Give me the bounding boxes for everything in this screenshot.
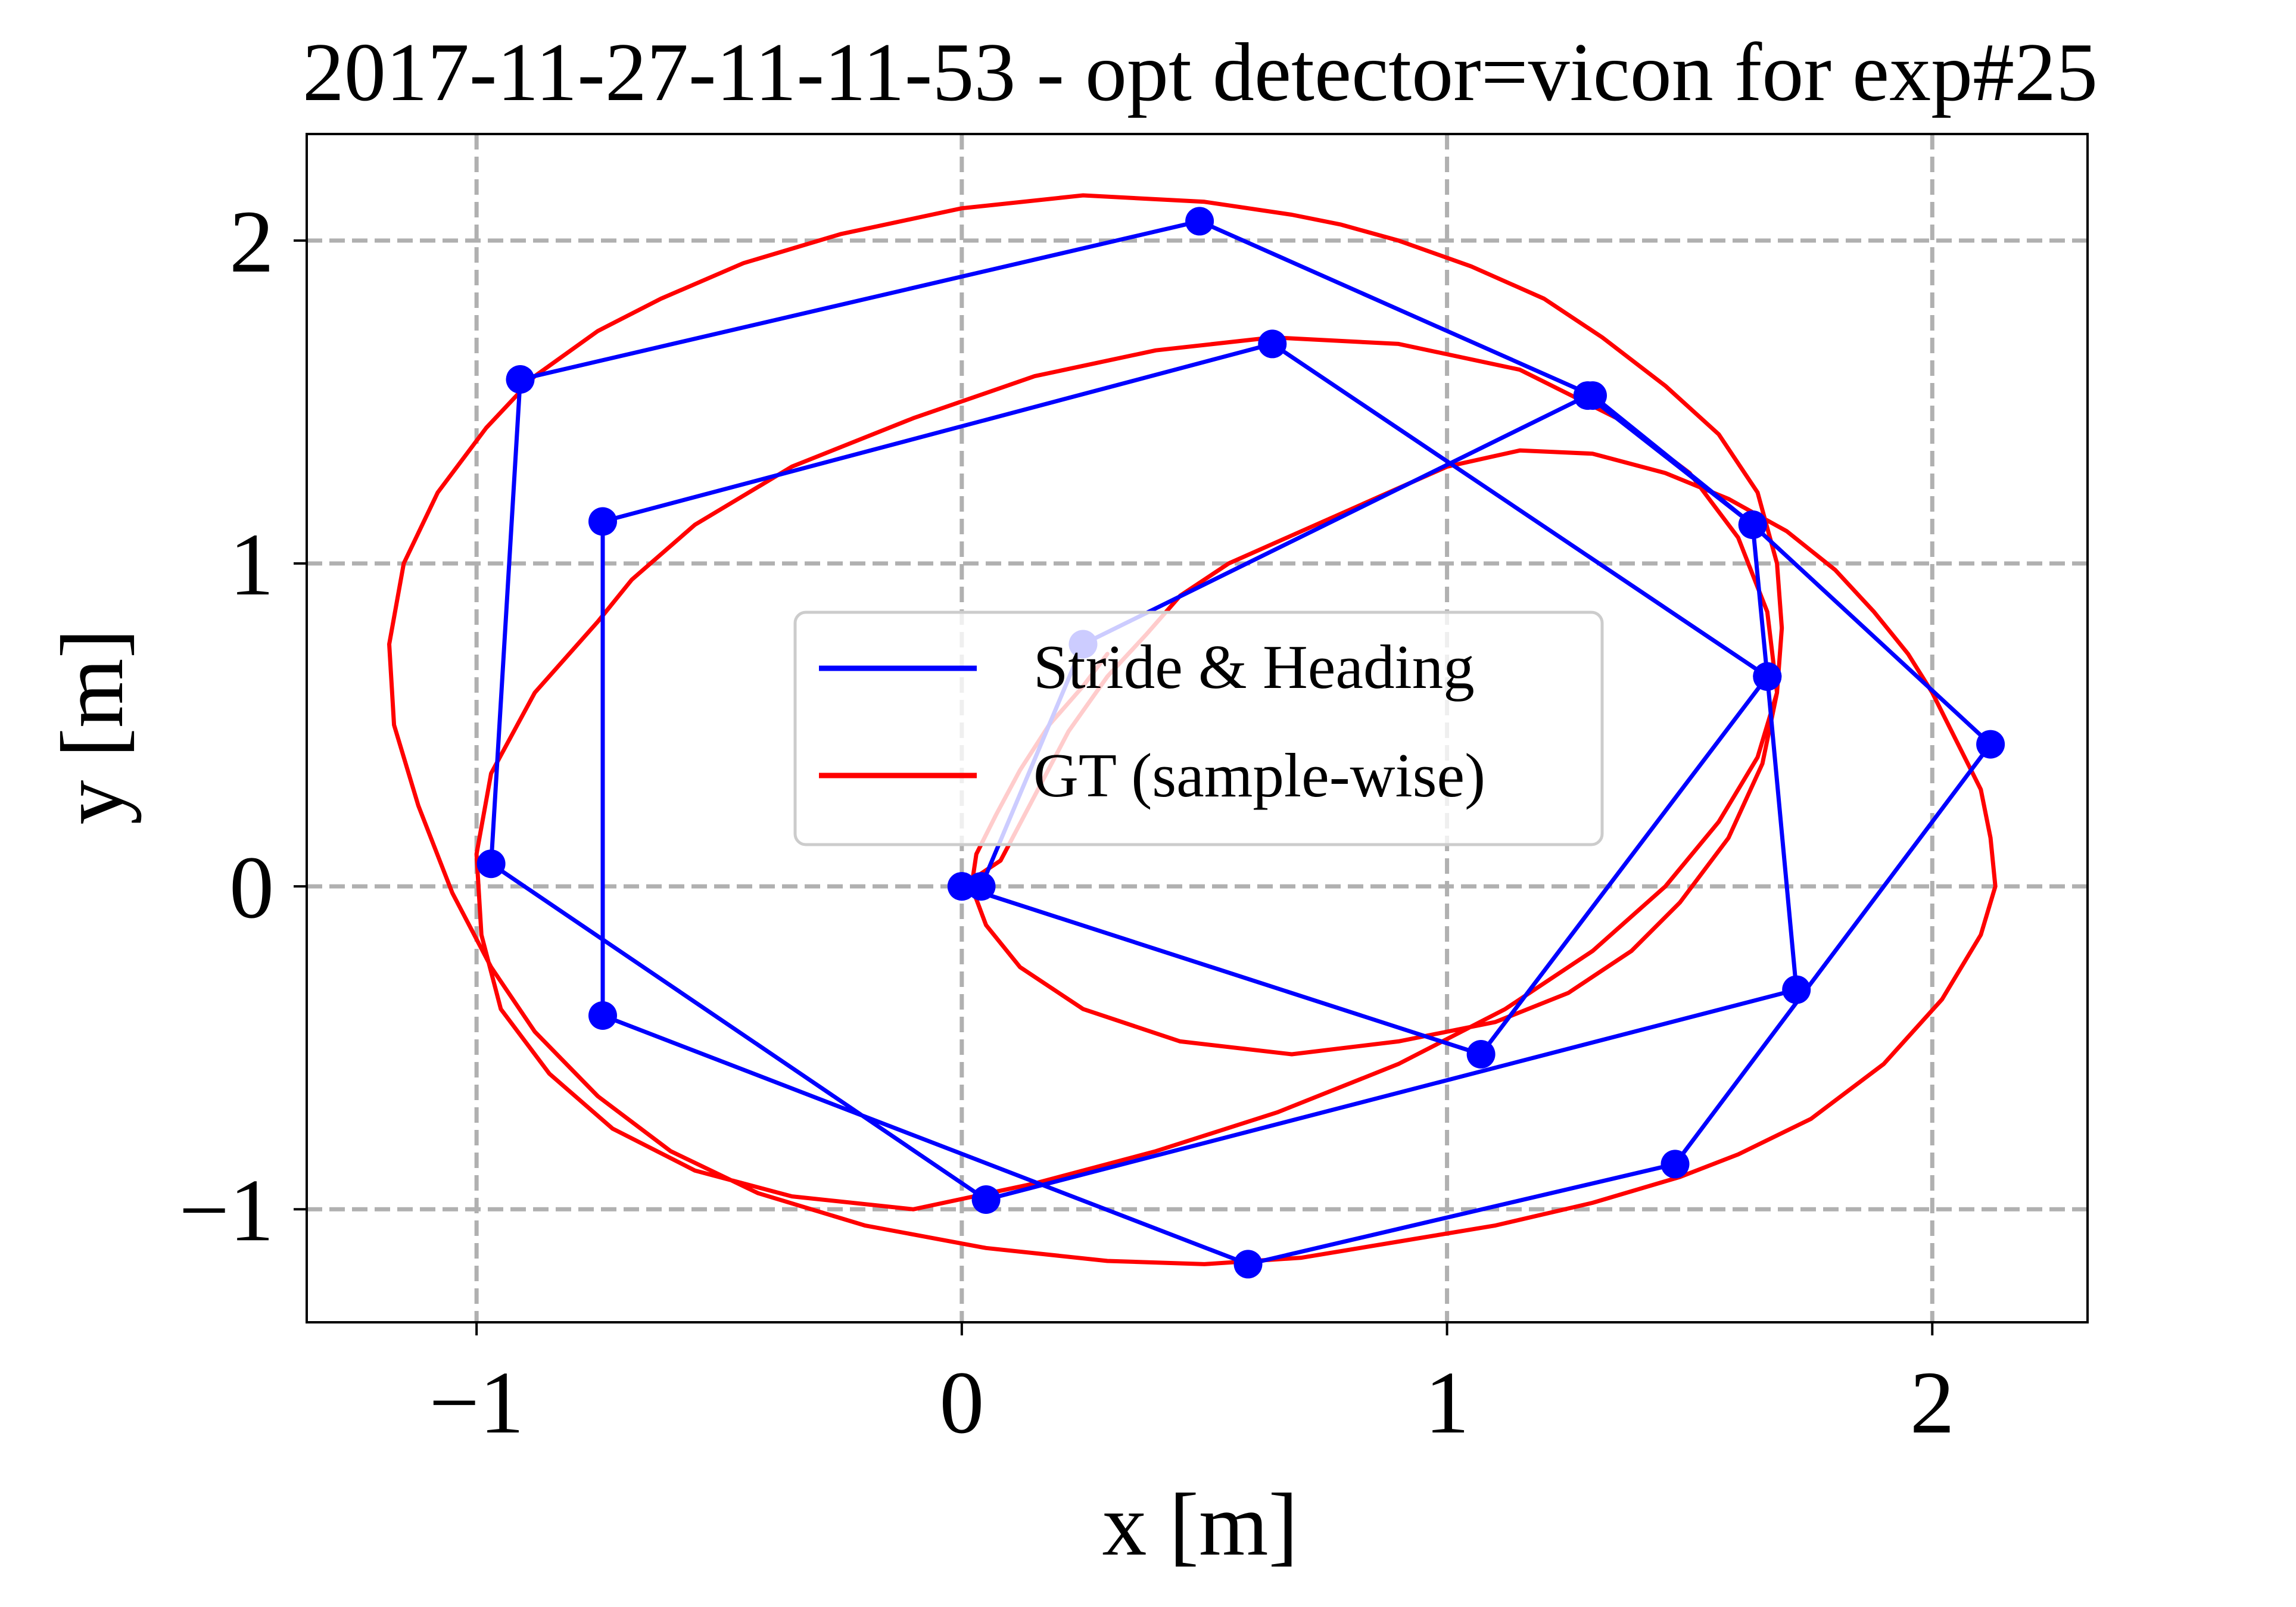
stride-heading-point (1258, 329, 1287, 359)
legend-box (793, 611, 1604, 846)
y-tick-label: 0 (229, 838, 274, 937)
stride-heading-point (588, 1001, 617, 1030)
axis-ticks: −1 0 1 2 −1 0 1 2 (179, 192, 1954, 1452)
x-tick-label: 2 (1910, 1353, 1955, 1452)
stride-heading-point (1185, 207, 1214, 236)
x-tick-label: 0 (939, 1353, 984, 1452)
x-tick-label: −1 (429, 1353, 524, 1452)
chart-title: 2017-11-27-11-11-53 - opt detector=vicon… (303, 26, 2098, 119)
x-axis-label: x [m] (1102, 1475, 1298, 1574)
stride-heading-point (1661, 1150, 1690, 1179)
stride-heading-line (489, 219, 1993, 1266)
stride-heading-point (588, 507, 617, 536)
legend-label-stride: Stride & Heading (1033, 632, 1475, 702)
stride-heading-point (506, 365, 535, 394)
stride-heading-point (1976, 730, 2005, 759)
stride-heading-point (971, 1185, 1001, 1214)
stride-heading-point (1578, 381, 1607, 410)
stride-heading-point (1738, 510, 1767, 539)
axes-frame (306, 133, 2089, 1323)
stride-heading-point (476, 849, 506, 879)
legend: Stride & Heading GT (sample-wise) (793, 611, 1604, 846)
legend-label-gt: GT (sample-wise) (1033, 740, 1485, 810)
stride-heading-point (1782, 975, 1811, 1004)
plot-area (387, 193, 2005, 1279)
stride-heading-point (1466, 1040, 1496, 1069)
y-tick-label: 1 (229, 515, 274, 614)
stride-heading-point (1753, 662, 1782, 691)
y-axis-label: y [m] (43, 628, 142, 824)
y-tick-label: −1 (179, 1161, 274, 1260)
y-tick-label: 2 (229, 192, 274, 291)
x-tick-label: 1 (1425, 1353, 1469, 1452)
stride-heading-point (947, 872, 976, 901)
stride-heading-point (1233, 1250, 1263, 1279)
